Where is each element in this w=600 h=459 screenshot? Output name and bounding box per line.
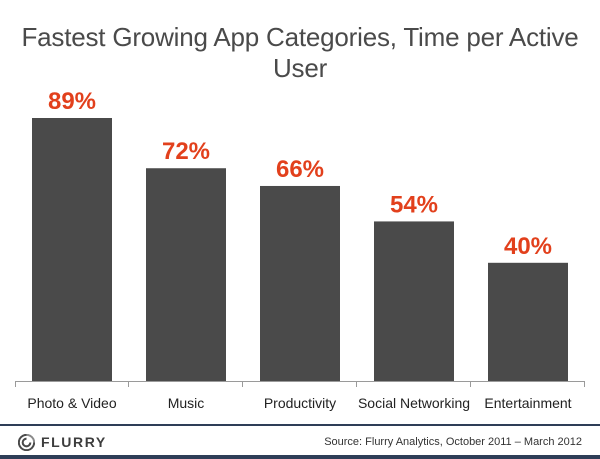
footer-divider <box>0 424 600 426</box>
category-label: Photo & Video <box>27 395 116 411</box>
data-label: 66% <box>276 156 324 183</box>
brand-name: FLURRY <box>41 434 107 450</box>
data-label: 54% <box>390 191 438 218</box>
flurry-logo-icon <box>18 433 35 451</box>
data-label: 89% <box>48 88 96 115</box>
bar-photo-video <box>32 118 112 381</box>
category-label: Productivity <box>264 395 336 411</box>
category-label: Social Networking <box>358 395 470 411</box>
source-note: Source: Flurry Analytics, October 2011 –… <box>324 436 582 448</box>
bottom-border <box>0 455 600 459</box>
bar-music <box>146 168 226 381</box>
data-label: 72% <box>162 138 210 165</box>
bar-productivity <box>260 185 340 381</box>
chart-title: Fastest Growing App Categories, Time per… <box>21 22 579 83</box>
bar-social-networking <box>374 221 454 381</box>
data-label: 40% <box>504 233 552 260</box>
bar-chart: 89% Photo & Video 72% Music 66% Productivity 5… <box>15 88 585 411</box>
category-label: Music <box>168 395 205 411</box>
brand-logo: FLURRY <box>18 432 107 452</box>
category-label: Entertainment <box>484 395 571 411</box>
bar-entertainment <box>488 262 568 381</box>
